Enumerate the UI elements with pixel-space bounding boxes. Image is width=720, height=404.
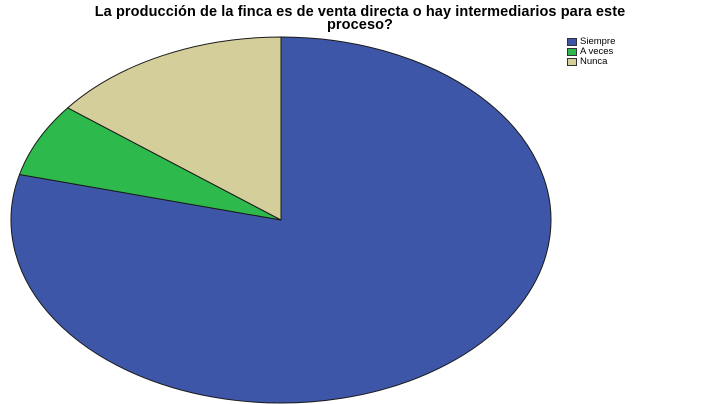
chart-legend: Siempre A veces Nunca xyxy=(567,37,615,67)
legend-item-a-veces: A veces xyxy=(567,47,615,57)
legend-label-siempre: Siempre xyxy=(580,36,616,47)
pie-slice-nunca xyxy=(67,36,282,221)
legend-swatch-nunca xyxy=(567,58,577,66)
pie-slice-a-veces xyxy=(18,107,282,221)
chart-title-line-1: La producción de la finca es de venta di… xyxy=(94,4,626,20)
chart-title: La producción de la finca es de venta di… xyxy=(0,4,720,33)
legend-swatch-siempre xyxy=(567,38,577,46)
legend-item-siempre: Siempre xyxy=(567,37,615,47)
legend-label-a-veces: A veces xyxy=(580,46,614,57)
chart-title-line-2: proceso? xyxy=(326,17,394,33)
legend-swatch-a-veces xyxy=(567,48,577,56)
legend-label-nunca: Nunca xyxy=(580,56,608,67)
legend-item-nunca: Nunca xyxy=(567,57,615,67)
